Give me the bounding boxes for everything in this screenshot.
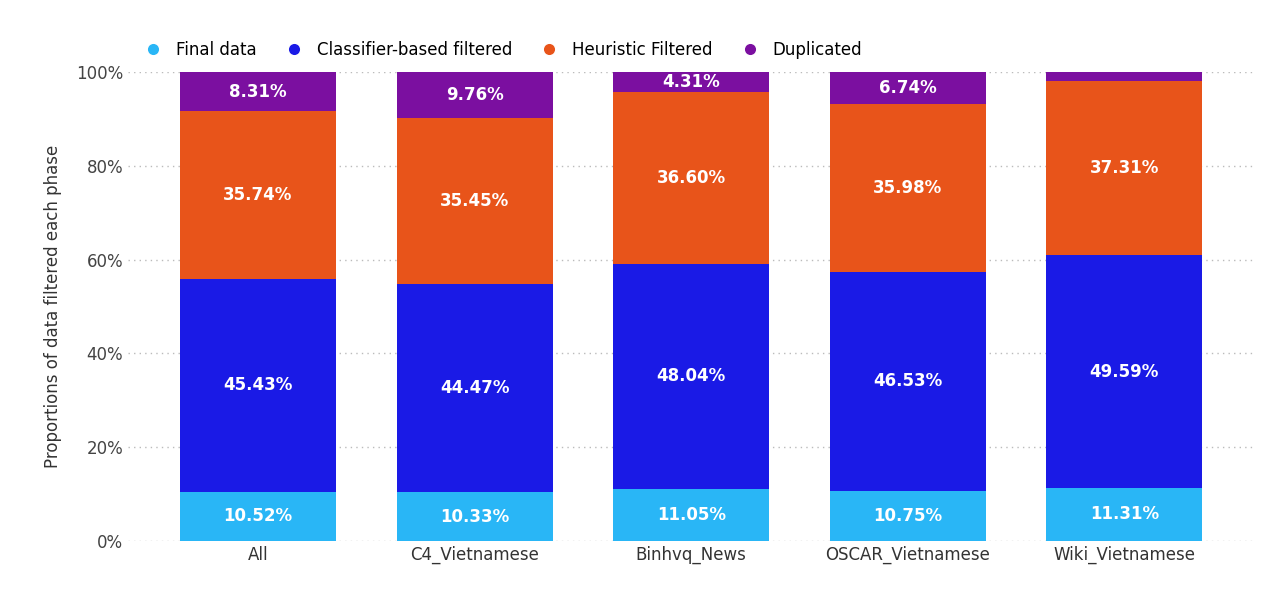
Text: 36.60%: 36.60% — [657, 169, 726, 187]
Text: 35.74%: 35.74% — [223, 186, 293, 204]
Text: 10.75%: 10.75% — [873, 507, 942, 525]
Text: 10.52%: 10.52% — [224, 507, 293, 525]
Bar — [180, 111, 335, 279]
Bar — [1047, 81, 1202, 255]
Text: 11.05%: 11.05% — [657, 506, 726, 524]
Bar — [829, 72, 986, 104]
Text: 6.74%: 6.74% — [879, 79, 937, 97]
Bar — [397, 284, 553, 492]
Bar — [613, 489, 769, 541]
Text: 35.98%: 35.98% — [873, 179, 942, 197]
Text: 10.33%: 10.33% — [440, 508, 509, 526]
Text: 48.04%: 48.04% — [657, 367, 726, 385]
Bar — [613, 93, 769, 264]
Bar — [397, 72, 553, 118]
Text: 45.43%: 45.43% — [223, 376, 293, 394]
Bar — [613, 72, 769, 93]
Text: 8.31%: 8.31% — [229, 82, 287, 100]
Text: 9.76%: 9.76% — [445, 86, 503, 104]
Bar — [829, 104, 986, 272]
Y-axis label: Proportions of data filtered each phase: Proportions of data filtered each phase — [44, 145, 61, 468]
Bar — [1047, 488, 1202, 541]
Bar — [397, 492, 553, 541]
Bar — [1047, 255, 1202, 488]
Text: 35.45%: 35.45% — [440, 192, 509, 210]
Bar — [397, 118, 553, 284]
Text: 37.31%: 37.31% — [1089, 159, 1160, 177]
Text: 44.47%: 44.47% — [440, 379, 509, 397]
Bar — [180, 72, 335, 111]
Bar — [1047, 72, 1202, 81]
Bar — [180, 279, 335, 492]
Bar — [180, 492, 335, 541]
Text: 11.31%: 11.31% — [1089, 505, 1158, 523]
Bar — [613, 264, 769, 489]
Bar — [829, 272, 986, 490]
Text: 46.53%: 46.53% — [873, 373, 942, 391]
Bar — [829, 490, 986, 541]
Text: 4.31%: 4.31% — [662, 73, 721, 91]
Legend: Final data, Classifier-based filtered, Heuristic Filtered, Duplicated: Final data, Classifier-based filtered, H… — [137, 41, 863, 59]
Text: 49.59%: 49.59% — [1089, 362, 1160, 380]
